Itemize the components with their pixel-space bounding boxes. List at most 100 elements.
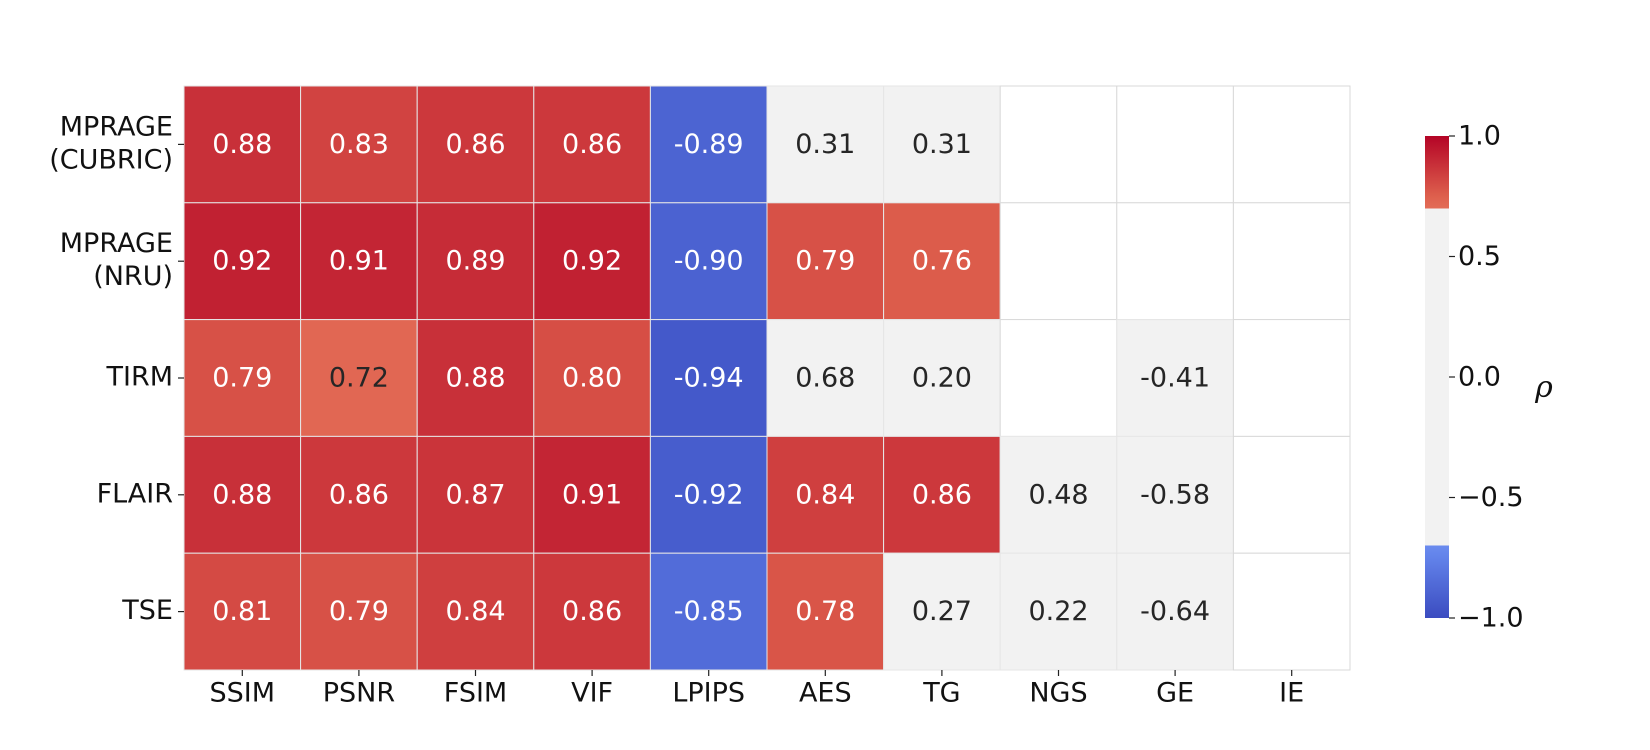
heatmap-value-label: -0.92	[674, 479, 744, 510]
heatmap-value-label: 0.91	[329, 246, 389, 277]
x-tick-label: TG	[922, 678, 960, 709]
heatmap-value-label: 0.88	[212, 129, 272, 160]
heatmap-cell	[416, 552, 535, 671]
heatmap-value-label: -0.90	[674, 246, 744, 277]
x-tick-label: GE	[1156, 678, 1194, 709]
heatmap-cell	[649, 552, 768, 671]
heatmap-value-label: 0.86	[562, 129, 622, 160]
heatmap-value-label: 0.92	[212, 246, 272, 277]
heatmap-cell	[183, 319, 302, 437]
heatmap-cell	[999, 85, 1118, 204]
heatmap-value-label: 0.83	[329, 129, 389, 160]
x-tick-label: AES	[799, 678, 852, 709]
colorbar-tick-label: −1.0	[1458, 603, 1524, 634]
heatmap-value-label: 0.27	[912, 596, 972, 627]
x-tick-label: SSIM	[210, 678, 276, 709]
y-tick-label: MPRAGE	[60, 111, 173, 142]
x-tick-label: PSNR	[323, 678, 395, 709]
heatmap-value-label: 0.22	[1028, 596, 1088, 627]
heatmap-value-label: 0.88	[212, 479, 272, 510]
heatmap-cell	[416, 202, 535, 321]
heatmap-cell	[1116, 202, 1234, 321]
heatmap-value-label: 0.76	[912, 246, 972, 277]
heatmap-cell	[183, 435, 302, 554]
heatmap-value-label: -0.89	[674, 129, 744, 160]
heatmap-value-label: 0.72	[329, 363, 389, 394]
heatmap-value-label: 0.84	[445, 596, 505, 627]
heatmap-cell	[766, 552, 885, 671]
heatmap-value-label: -0.58	[1140, 479, 1210, 510]
heatmap-value-label: 0.91	[562, 479, 622, 510]
heatmap-cell	[649, 85, 768, 204]
heatmap-value-labels: 0.88 0.83 0.86 0.86 -0.89 0.31 0.31 0.92 0.91 0.8…	[212, 129, 1210, 627]
heatmap-value-label: -0.94	[674, 363, 744, 394]
y-tick-label: FLAIR	[97, 478, 173, 509]
heatmap-cells	[183, 85, 1351, 671]
heatmap-cell	[883, 435, 1001, 554]
heatmap-value-label: 0.86	[329, 479, 389, 510]
heatmap-cell	[999, 435, 1118, 554]
x-tick-label: IE	[1279, 678, 1304, 709]
heatmap-cell	[1116, 319, 1234, 437]
heatmap-cell	[999, 319, 1118, 437]
heatmap-value-label: 0.80	[562, 363, 622, 394]
heatmap-cell	[183, 85, 302, 204]
heatmap-value-label: 0.78	[795, 596, 855, 627]
heatmap-value-label: 0.81	[212, 596, 272, 627]
colorbar-tick-label: 0.5	[1458, 241, 1501, 272]
x-tick-label: FSIM	[444, 678, 507, 709]
heatmap-value-label: 0.86	[912, 479, 972, 510]
heatmap-value-label: 0.88	[445, 363, 505, 394]
heatmap-cell	[300, 202, 418, 321]
heatmap-cell	[883, 202, 1001, 321]
heatmap-value-label: 0.79	[212, 363, 272, 394]
colorbar: 1.0 0.5 0.0 −0.5 −1.0 ρ	[1425, 121, 1553, 634]
heatmap-value-label: 0.87	[445, 479, 505, 510]
heatmap-cell	[416, 85, 535, 204]
colorbar-label: ρ	[1534, 370, 1553, 405]
heatmap-value-label: 0.31	[795, 129, 855, 160]
heatmap-cell	[1232, 202, 1351, 321]
y-tick-label: TSE	[121, 595, 173, 626]
colorbar-gradient	[1425, 136, 1449, 618]
heatmap-value-label: 0.20	[912, 363, 972, 394]
heatmap-cell	[649, 435, 768, 554]
heatmap-value-label: -0.41	[1140, 363, 1210, 394]
heatmap-cell	[1116, 435, 1234, 554]
heatmap-cell	[766, 435, 885, 554]
colorbar-tick-label: 0.0	[1458, 362, 1501, 393]
heatmap-cell	[766, 202, 885, 321]
heatmap-cell	[999, 552, 1118, 671]
heatmap-cell	[1116, 85, 1234, 204]
heatmap-value-label: 0.48	[1028, 479, 1088, 510]
heatmap-cell	[1116, 552, 1234, 671]
x-tick-label: LPIPS	[672, 678, 745, 709]
heatmap-cell	[1232, 85, 1351, 204]
heatmap-cell	[300, 319, 418, 437]
heatmap-cell	[300, 552, 418, 671]
heatmap-value-label: -0.85	[674, 596, 744, 627]
colorbar-tick-label: −0.5	[1458, 482, 1524, 513]
heatmap-cell	[533, 85, 651, 204]
heatmap-cell	[649, 319, 768, 437]
y-tick-label: MPRAGE	[60, 228, 173, 259]
heatmap-value-label: 0.89	[445, 246, 505, 277]
y-tick-label: TIRM	[105, 362, 173, 393]
heatmap-cell	[649, 202, 768, 321]
heatmap-value-label: 0.79	[329, 596, 389, 627]
y-tick-label: (NRU)	[93, 261, 173, 292]
heatmap-cell	[300, 85, 418, 204]
heatmap-cell	[1232, 435, 1351, 554]
heatmap-value-label: 0.86	[445, 129, 505, 160]
heatmap-cell	[416, 319, 535, 437]
heatmap-value-label: 0.84	[795, 479, 855, 510]
x-tick-label: VIF	[571, 678, 613, 709]
heatmap-value-label: -0.64	[1140, 596, 1210, 627]
heatmap-value-label: 0.79	[795, 246, 855, 277]
colorbar-tick-label: 1.0	[1458, 121, 1501, 152]
heatmap-cell	[766, 85, 885, 204]
heatmap-value-label: 0.86	[562, 596, 622, 627]
heatmap-value-label: 0.92	[562, 246, 622, 277]
heatmap-cell	[883, 319, 1001, 437]
